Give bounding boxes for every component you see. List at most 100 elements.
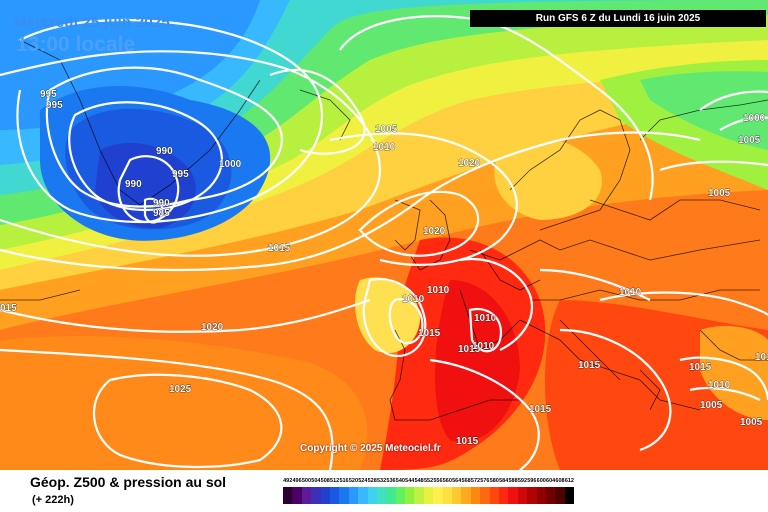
- scale-level-label: 556: [433, 478, 443, 484]
- isobar-label: 1015: [458, 344, 481, 355]
- scale-level-label: 548: [414, 478, 424, 484]
- scale-swatch: [367, 487, 377, 504]
- scale-swatch: [283, 487, 293, 504]
- scale-level-label: 520: [348, 478, 359, 484]
- isobar-label: 1025: [169, 384, 192, 395]
- legend-subtitle: (+ 222h): [32, 494, 74, 506]
- scale-swatch: [386, 487, 396, 504]
- model-run-label: Run GFS 6 Z du Lundi 16 juin 2025: [470, 10, 766, 27]
- isobar-label: 1010: [373, 142, 396, 153]
- isobar-label: 995: [40, 89, 57, 100]
- scale-swatch: [376, 487, 387, 504]
- copyright-text: Copyright © 2025 Meteociel.fr: [300, 443, 441, 454]
- isobars: [0, 15, 768, 470]
- scale-level-label: 608: [555, 478, 565, 484]
- scale-level-label: 512: [330, 478, 340, 484]
- scale-level-label: 524: [358, 478, 368, 484]
- isobar-label: 990: [156, 146, 173, 157]
- scale-level-label: 572: [470, 478, 481, 484]
- isobar-label: 1020: [423, 226, 446, 237]
- scale-level-label: 504: [311, 478, 321, 484]
- scale-swatch: [555, 487, 565, 504]
- scale-level-label: 604: [546, 478, 556, 484]
- scale-swatch: [433, 487, 443, 504]
- scale-level-label: 540: [395, 478, 405, 484]
- isobar-label: 1015: [268, 243, 291, 254]
- scale-level-label: 588: [508, 478, 518, 484]
- color-scale-labels: 492 496 500 504 508 512 516 520 524 528 532 536 540 5…: [283, 478, 753, 484]
- scale-swatch: [414, 487, 424, 504]
- isobar-label: 1000: [743, 113, 766, 124]
- scale-level-label: 552: [423, 478, 434, 484]
- weather-map: 995 995 990 990 990 985 995 1000 1005 10…: [0, 0, 768, 470]
- scale-swatch: [508, 487, 518, 504]
- isobar-label: 1010: [472, 341, 495, 352]
- scale-level-label: 496: [292, 478, 302, 484]
- isobar-label: 995: [46, 100, 63, 111]
- scale-level-label: 580: [489, 478, 499, 484]
- scale-swatch: [442, 487, 453, 504]
- isobar-label: 015: [0, 303, 17, 314]
- scale-swatch: [536, 487, 546, 504]
- isobar-labels: 995 995 990 990 990 985 995 1000 1005 10…: [0, 89, 768, 448]
- scale-level-label: 592: [517, 478, 528, 484]
- color-scale: 492 496 500 504 508 512 516 520 524 528 532 536 540 5…: [283, 478, 753, 508]
- legend-title: Géop. Z500 & pression au sol: [30, 474, 227, 490]
- isobar-label: 985: [153, 208, 170, 219]
- isobar-label: 1020: [458, 158, 481, 169]
- forecast-date: Mercredi 25 juin 2025: [14, 14, 170, 31]
- scale-swatch: [452, 487, 462, 504]
- scale-swatch: [498, 487, 509, 504]
- isobar-label: 990: [153, 198, 170, 209]
- forecast-time: 13:00 locale: [16, 33, 136, 56]
- scale-level-label: 516: [339, 478, 349, 484]
- scale-level-label: 612: [564, 478, 574, 484]
- scale-level-label: 596: [527, 478, 537, 484]
- isobar-label: 1010: [427, 285, 450, 296]
- isobar-label: 1005: [708, 188, 731, 199]
- scale-level-label: 508: [320, 478, 330, 484]
- scale-level-label: 528: [367, 478, 377, 484]
- scale-swatch: [564, 487, 575, 504]
- scale-swatch: [527, 487, 537, 504]
- isobar-label: 1010: [402, 294, 425, 305]
- scale-level-label: 600: [536, 478, 546, 484]
- scale-swatch: [395, 487, 406, 504]
- scale-swatch: [348, 487, 359, 504]
- scale-swatch: [358, 487, 368, 504]
- isobar-label: 1015: [456, 436, 479, 447]
- scale-level-label: 560: [442, 478, 452, 484]
- scale-swatch: [470, 487, 481, 504]
- isobar-label: 1005: [700, 400, 723, 411]
- isobar-label: 1015: [418, 328, 441, 339]
- scale-swatch: [320, 487, 330, 504]
- scale-swatch: [311, 487, 321, 504]
- scale-level-label: 500: [301, 478, 312, 484]
- isobar-label: 1015: [578, 360, 601, 371]
- isobar-label: 1010: [619, 287, 642, 298]
- scale-level-label: 544: [405, 478, 415, 484]
- scale-swatch: [517, 487, 528, 504]
- scale-swatch: [489, 487, 499, 504]
- isobar-label: 1020: [201, 322, 224, 333]
- color-scale-swatches: [283, 487, 753, 504]
- scale-level-label: 584: [499, 478, 509, 484]
- scale-level-label: 568: [461, 478, 471, 484]
- scale-swatch: [301, 487, 312, 504]
- scale-level-label: 532: [377, 478, 387, 484]
- scale-swatch: [405, 487, 415, 504]
- scale-swatch: [339, 487, 349, 504]
- scale-swatch: [292, 487, 302, 504]
- scale-swatch: [329, 487, 340, 504]
- isobar-label: 1015: [689, 362, 712, 373]
- isobar-label: 1010: [474, 313, 497, 324]
- scale-swatch: [480, 487, 490, 504]
- scale-swatch: [545, 487, 556, 504]
- isobar-label: 1005: [740, 417, 763, 428]
- isobar-label: 995: [172, 169, 189, 180]
- isobar-label: 1015: [529, 404, 552, 415]
- scale-level-label: 536: [386, 478, 396, 484]
- isobar-label: 1005: [738, 135, 761, 146]
- isobar-label: 990: [125, 179, 142, 190]
- scale-level-label: 576: [480, 478, 490, 484]
